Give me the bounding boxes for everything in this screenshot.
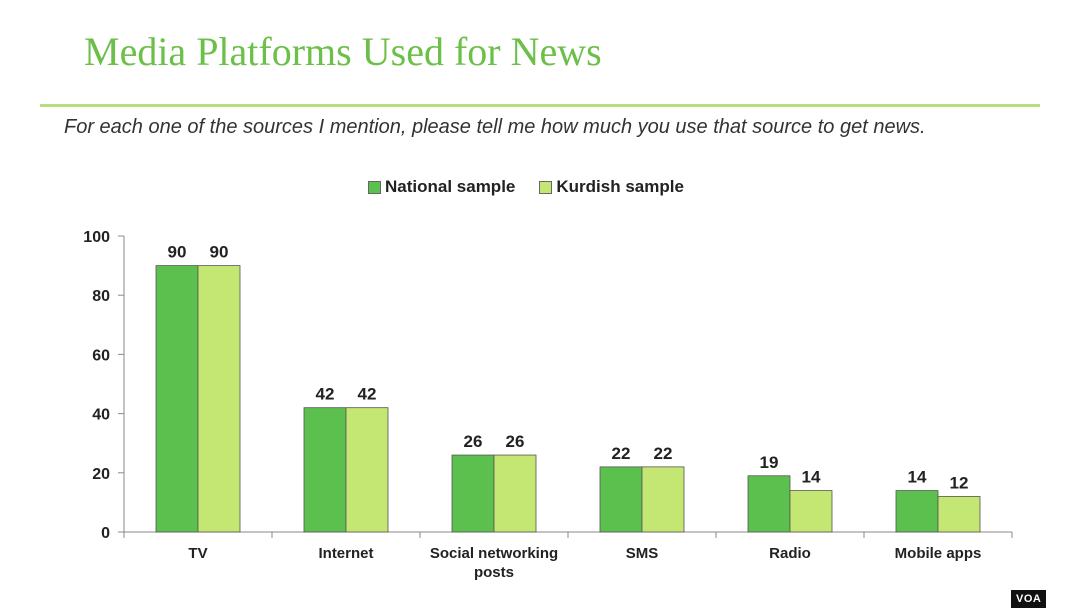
data-label: 90 [210, 243, 229, 262]
bar-kurdish [493, 454, 537, 533]
data-label: 14 [908, 468, 927, 487]
legend-swatch-national [368, 180, 381, 194]
bar-kurdish [937, 496, 981, 533]
bar-national [155, 265, 199, 533]
category-label: TV [188, 545, 207, 562]
legend-swatch-kurdish [539, 180, 553, 194]
data-label: 42 [358, 385, 377, 404]
legend-label-kurdish: Kurdish sample [556, 177, 684, 196]
legend-label-national: National sample [385, 177, 516, 196]
category-label: Mobile apps [895, 545, 982, 562]
y-tick-label: 20 [92, 466, 110, 483]
bar-kurdish [345, 407, 389, 533]
question-text: For each one of the sources I mention, p… [64, 116, 926, 138]
bar-national [599, 466, 643, 533]
bar-national [747, 475, 791, 533]
chart-legend: National sample Kurdish sample [368, 177, 708, 197]
data-label: 19 [760, 453, 779, 472]
data-label: 14 [802, 468, 821, 487]
voa-badge: VOA [1011, 590, 1047, 608]
data-label: 26 [506, 432, 525, 451]
data-label: 22 [654, 444, 673, 463]
data-label: 90 [168, 243, 187, 262]
bar-national [303, 407, 347, 533]
data-label: 12 [950, 473, 969, 492]
y-tick-label: 0 [101, 525, 110, 542]
bar-kurdish [789, 490, 833, 533]
title-divider [40, 104, 1040, 107]
legend-item-kurdish: Kurdish sample [539, 177, 684, 197]
y-tick-label: 60 [92, 347, 110, 364]
bar-national [895, 490, 939, 533]
y-tick-label: 100 [83, 229, 110, 246]
y-tick-label: 40 [92, 407, 110, 424]
bar-kurdish [641, 466, 685, 533]
category-label: Internet [318, 545, 373, 562]
slide-title: Media Platforms Used for News [84, 29, 602, 74]
data-label: 42 [316, 385, 335, 404]
y-tick-label: 80 [92, 288, 110, 305]
category-label: Radio [769, 545, 811, 562]
bar-kurdish [197, 265, 241, 533]
data-label: 22 [612, 444, 631, 463]
category-label: Social networking [430, 545, 558, 562]
data-label: 26 [464, 432, 483, 451]
category-label: posts [474, 564, 514, 581]
category-label: SMS [626, 545, 659, 562]
bar-national [451, 454, 495, 533]
legend-item-national: National sample [368, 177, 515, 197]
